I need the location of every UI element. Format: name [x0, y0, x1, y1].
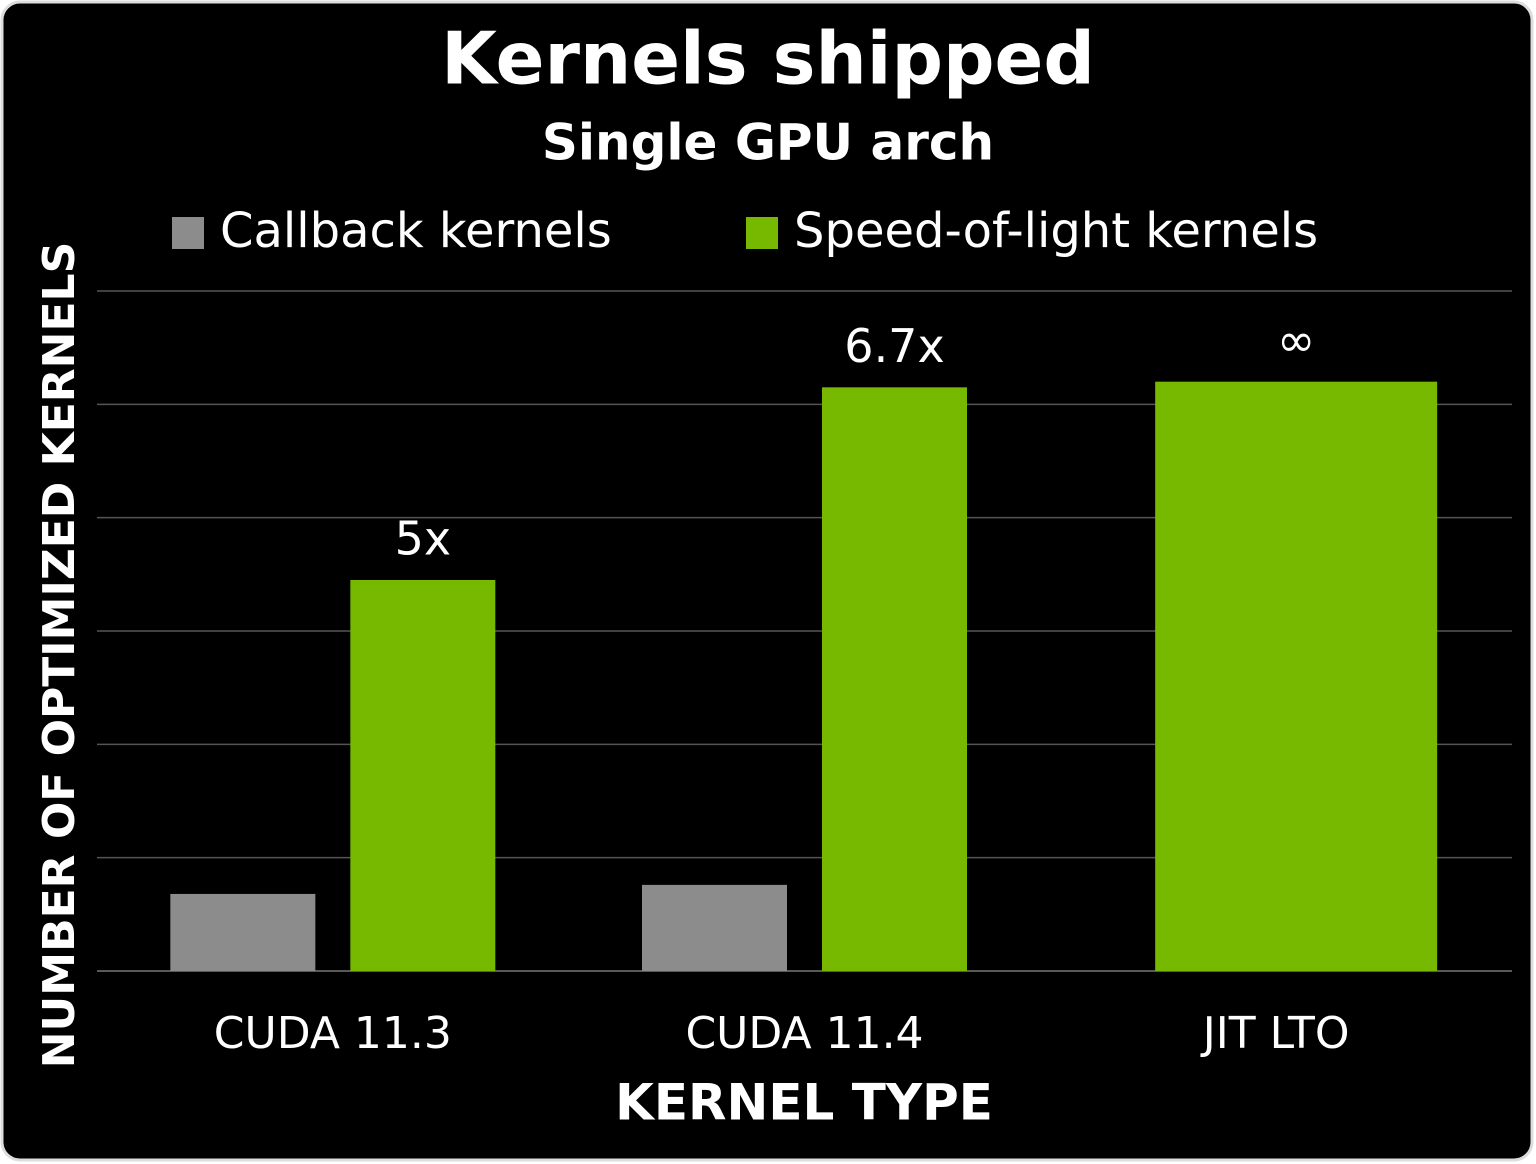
legend-label: Callback kernels: [220, 203, 612, 259]
legend-label: Speed-of-light kernels: [794, 203, 1318, 259]
bar-annotation: 6.7x: [844, 319, 944, 373]
chart-subtitle: Single GPU arch: [542, 114, 994, 172]
x-tick-label: JIT LTO: [1200, 1008, 1350, 1059]
bar: [350, 580, 496, 971]
legend-swatch: [172, 217, 204, 249]
bar: [642, 884, 787, 971]
x-tick-label: CUDA 11.4: [685, 1008, 923, 1059]
bar-annotation: ∞: [1277, 313, 1315, 367]
bar: [170, 893, 316, 971]
chart-title: Kernels shipped: [441, 17, 1095, 101]
x-axis-title: KERNEL TYPE: [615, 1074, 993, 1132]
bar: [1155, 381, 1438, 972]
bar: [822, 387, 967, 971]
x-tick-label: CUDA 11.3: [214, 1008, 452, 1059]
y-axis-title: NUMBER OF OPTIMIZED KERNELS: [34, 242, 85, 1069]
bar-annotation: 5x: [395, 512, 452, 566]
legend-swatch: [746, 217, 778, 249]
